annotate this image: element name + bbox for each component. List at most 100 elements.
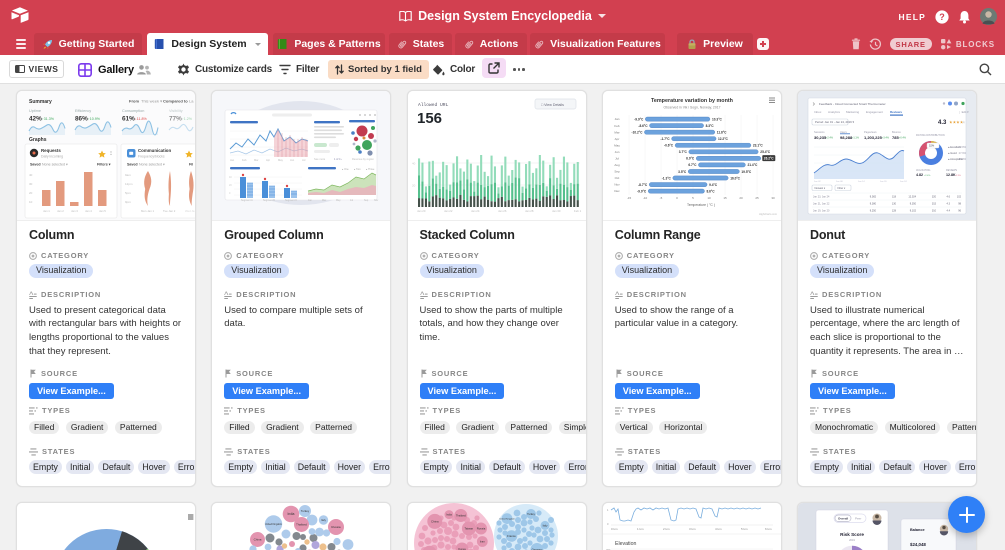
svg-text:Sep: Sep [614, 170, 620, 174]
svg-text:Jan: Jan [230, 158, 235, 162]
svg-text:26.2°C: 26.2°C [764, 156, 774, 160]
svg-text:Jan 02: Jan 02 [814, 181, 821, 183]
svg-text:20: 20 [739, 196, 743, 200]
svg-text:● Good: ● Good [948, 151, 957, 155]
svg-text:12.2°C: 12.2°C [718, 137, 728, 141]
svg-text:Filters ▾: Filters ▾ [97, 163, 112, 167]
svg-text:Efficiency: Efficiency [75, 109, 91, 113]
svg-text:Feedback - Cloud Connected Sma: Feedback - Cloud Connected Smart Thermom… [819, 102, 886, 106]
svg-text:United Kingdom: United Kingdom [499, 518, 515, 521]
svg-text:1 of 4 ›: 1 of 4 › [334, 157, 342, 161]
svg-text:+2.4%: +2.4% [826, 137, 834, 140]
svg-text:Marketing: Marketing [846, 110, 860, 114]
svg-text:Jan 24: Jan 24 [900, 181, 907, 183]
svg-text:Jan 26: Jan 26 [498, 209, 507, 213]
svg-text:Consumption: Consumption [122, 109, 144, 113]
svg-text:2019: 2019 [849, 538, 855, 542]
svg-text:India: India [288, 512, 295, 516]
svg-text:May: May [336, 199, 341, 202]
svg-text:Apr: Apr [266, 158, 270, 162]
svg-text:Revenue by region: Revenue by region [352, 157, 374, 161]
svg-text:8.3°C: 8.3°C [705, 124, 714, 128]
svg-text:↑1.2%: ↑1.2% [182, 117, 193, 121]
svg-text:12pm: 12pm [125, 182, 133, 186]
svg-text:Jul: Jul [302, 158, 306, 162]
svg-text:+3.4%: +3.4% [882, 137, 890, 140]
svg-text:Jan 20: Jan 20 [417, 209, 426, 213]
svg-text:Jan 28: Jan 28 [525, 209, 534, 213]
svg-text:21.4°C: 21.4°C [747, 163, 757, 167]
svg-text:5: 5 [692, 196, 694, 200]
svg-text:La: La [189, 99, 194, 104]
svg-text:3.5°C: 3.5°C [678, 170, 687, 174]
svg-text:20: 20 [229, 184, 232, 187]
svg-text:May: May [278, 158, 284, 162]
svg-text:↑10.9%: ↑10.9% [88, 117, 101, 121]
svg-text:Korea: Korea [458, 547, 466, 550]
svg-text:Graphs: Graphs [29, 137, 47, 143]
svg-text:10.3°C: 10.3°C [712, 117, 722, 121]
svg-text:Visibility: Visibility [169, 109, 183, 113]
svg-text:Feb: Feb [242, 158, 247, 162]
svg-text:23.1°C: 23.1°C [753, 144, 763, 148]
svg-text:Jan 2: Jan 2 [57, 209, 64, 213]
svg-text:1,203,225: 1,203,225 [864, 135, 883, 140]
svg-text:Fil: Fil [189, 163, 193, 167]
svg-text:Oct: Oct [614, 176, 619, 180]
svg-text:Jan: Jan [308, 199, 313, 202]
svg-text:9,250: 9,250 [870, 210, 877, 213]
svg-text:Engagement: Engagement [866, 110, 883, 114]
svg-text:42%: 42% [29, 116, 42, 123]
svg-text:-0.6°C: -0.6°C [664, 144, 674, 148]
svg-text:96: 96 [958, 210, 961, 213]
svg-text:310: 310 [932, 210, 937, 213]
svg-text:Nov: Nov [614, 183, 620, 187]
svg-text:Jan 30: Jan 30 [552, 209, 561, 213]
svg-text:30: 30 [29, 182, 33, 186]
svg-text:Italy: Italy [542, 523, 547, 527]
svg-text:Jan 4: Jan 4 [85, 209, 92, 213]
svg-text:4.3: 4.3 [947, 203, 951, 206]
svg-text:Frequency/blocks: Frequency/blocks [138, 155, 165, 159]
svg-text:98: 98 [958, 203, 961, 206]
svg-text:-1.7°C: -1.7°C [660, 137, 670, 141]
svg-text:Tue Jan 2: Tue Jan 2 [163, 209, 176, 213]
svg-text:↓11.8%: ↓11.8% [135, 117, 148, 121]
svg-text:● Excellent: ● Excellent [948, 145, 961, 149]
svg-text:Sessions: Sessions [814, 130, 825, 134]
svg-text:★★★★: ★★★★ [949, 120, 964, 125]
svg-text:30: 30 [771, 196, 775, 200]
svg-text:● One: ● One [342, 168, 349, 171]
svg-text:Jan 20: Jan 20 [880, 181, 887, 183]
svg-text:3.7°C: 3.7°C [679, 150, 688, 154]
svg-text:None selected ▾: None selected ▾ [42, 163, 68, 167]
svg-text:750: 750 [606, 548, 611, 550]
svg-text:30,235: 30,235 [814, 135, 827, 140]
svg-text:5 km: 5 km [741, 527, 748, 531]
svg-text:Inbox: Inbox [814, 110, 822, 114]
svg-text:0 km: 0 km [611, 527, 618, 531]
svg-text:Russia: Russia [476, 527, 485, 531]
svg-text:40: 40 [412, 162, 416, 166]
svg-text:Jan 5: Jan 5 [99, 209, 106, 213]
svg-text:Turkey: Turkey [301, 509, 310, 513]
svg-text:Jan 08: Jan 08 [836, 181, 843, 183]
svg-text:None selected ▾: None selected ▾ [139, 163, 165, 167]
svg-text:Aug: Aug [614, 163, 620, 167]
svg-text:0: 0 [229, 192, 231, 195]
svg-text:Requests: Requests [41, 148, 61, 153]
svg-text:25.4°C: 25.4°C [760, 150, 770, 154]
svg-text:Reviews: Reviews [890, 110, 902, 114]
svg-text:Jan: Jan [614, 117, 619, 121]
svg-text:Mar: Mar [322, 199, 326, 202]
svg-text:Dec: Dec [614, 189, 620, 193]
svg-text:?: ? [939, 12, 945, 22]
svg-text:-1.1%: -1.1% [955, 175, 961, 177]
svg-text:Observed in Vik i Sogn, Norway: Observed in Vik i Sogn, Norway, 2017 [663, 106, 720, 110]
svg-text:12,024: 12,024 [908, 196, 916, 199]
svg-text:9,380: 9,380 [870, 203, 877, 206]
svg-text:Saved: Saved [30, 163, 41, 167]
svg-text:REVIEWS: REVIEWS [946, 169, 957, 172]
svg-text:-8.7°C: -8.7°C [638, 183, 648, 187]
svg-text:Nov: Nov [374, 199, 379, 202]
